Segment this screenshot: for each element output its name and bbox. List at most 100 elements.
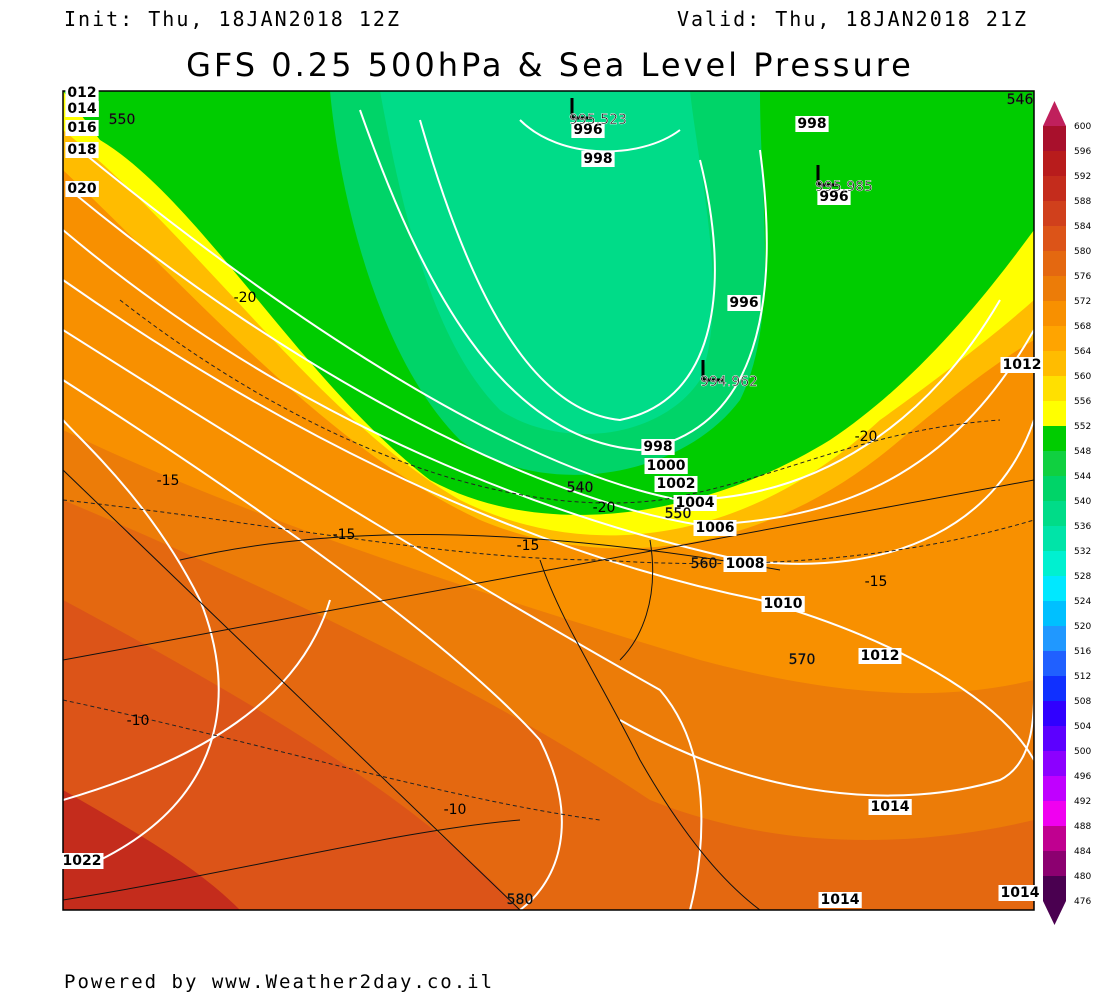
pressure-label: 014 xyxy=(67,101,96,117)
pressure-label: 1010 xyxy=(764,596,803,612)
colorbar-label: 536 xyxy=(1074,522,1091,532)
thickness-label: 560 xyxy=(691,556,718,572)
pressure-label-box xyxy=(761,596,805,612)
pressure-label: 996 xyxy=(729,295,758,311)
colorbar-cell xyxy=(1043,726,1066,751)
colorbar-label: 480 xyxy=(1074,872,1091,882)
pressure-label-box xyxy=(65,120,99,136)
colorbar-label: 500 xyxy=(1074,747,1091,757)
colorbar-label: 540 xyxy=(1074,497,1091,507)
pressure-label-box xyxy=(795,116,829,132)
colorbar-label: 508 xyxy=(1074,697,1091,707)
pressure-label-box xyxy=(65,181,99,197)
pressure-label-box xyxy=(868,799,912,815)
colorbar-label: 504 xyxy=(1074,722,1091,732)
thickness-label: 580 xyxy=(507,892,534,908)
colorbar-label: 520 xyxy=(1074,622,1091,632)
pressure-label-box xyxy=(818,892,862,908)
colorbar-label: 532 xyxy=(1074,547,1091,557)
low-value: 995.523 xyxy=(569,112,627,128)
pressure-label: 1008 xyxy=(726,556,765,572)
colorbar-label: 588 xyxy=(1074,197,1091,207)
colorbar-cell xyxy=(1043,826,1066,851)
pressure-label-box xyxy=(693,520,737,536)
thickness-label: 550 xyxy=(109,112,136,128)
colorbar-cell xyxy=(1043,476,1066,501)
colorbar-cell xyxy=(1043,601,1066,626)
colorbar-label: 528 xyxy=(1074,572,1091,582)
pressure-label: 1006 xyxy=(696,520,735,536)
pressure-label: 012 xyxy=(67,85,96,101)
temperature-label: -10 xyxy=(444,802,467,818)
pressure-label: 1014 xyxy=(1001,885,1040,901)
pressure-label-box xyxy=(65,101,99,117)
colorbar-cell xyxy=(1043,251,1066,276)
pressure-label-box xyxy=(644,458,688,474)
colorbar-label: 576 xyxy=(1074,272,1091,282)
thickness-label: 550 xyxy=(665,506,692,522)
pressure-label: 998 xyxy=(797,116,826,132)
low-pressure: 996 xyxy=(573,122,602,138)
pressure-label: 1012 xyxy=(861,648,900,664)
colorbar-label: 512 xyxy=(1074,672,1091,682)
temperature-label: -20 xyxy=(234,290,257,306)
low-symbol xyxy=(816,165,838,187)
thickness-label: 540 xyxy=(567,480,594,496)
colorbar-cell xyxy=(1043,176,1066,201)
pressure-label-box xyxy=(673,495,717,511)
pressure-label: 1002 xyxy=(657,476,696,492)
colorbar-cell xyxy=(1043,101,1066,126)
colorbar-cell xyxy=(1043,126,1066,151)
colorbar-cell xyxy=(1043,226,1066,251)
init-time: Init: Thu, 18JAN2018 12Z xyxy=(64,7,401,31)
low-value: 995.985 xyxy=(815,179,873,195)
low-pressure-box xyxy=(571,122,605,138)
pressure-label: 998 xyxy=(583,151,612,167)
colorbar-cell xyxy=(1043,376,1066,401)
colorbar-label: 584 xyxy=(1074,222,1091,232)
temperature-label: -15 xyxy=(517,538,540,554)
colorbar: 600 596 592 588 584 580 576 572 568 564 560 556 552 5… xyxy=(1043,101,1091,925)
colorbar-label: 552 xyxy=(1074,422,1091,432)
pressure-label-box xyxy=(654,476,698,492)
temperature-label: -15 xyxy=(333,527,356,543)
footer: Powered by www.Weather2day.co.il xyxy=(64,971,494,993)
colorbar-cell xyxy=(1043,776,1066,801)
pressure-label: 016 xyxy=(67,120,96,136)
temperature-label: -15 xyxy=(157,473,180,489)
colorbar-cell xyxy=(1043,301,1066,326)
low-symbol xyxy=(701,360,723,382)
map-frame xyxy=(62,90,1035,911)
pressure-label: 020 xyxy=(67,181,96,197)
colorbar-cell xyxy=(1043,201,1066,226)
colorbar-cell xyxy=(1043,401,1066,426)
colorbar-label: 568 xyxy=(1074,322,1091,332)
low-pressure-box xyxy=(817,189,851,205)
colorbar-cell xyxy=(1043,451,1066,476)
colorbar-label: 548 xyxy=(1074,447,1091,457)
pressure-label: 1014 xyxy=(821,892,860,908)
colorbar-label: 580 xyxy=(1074,247,1091,257)
low-symbol xyxy=(570,98,592,120)
thickness-label: 570 xyxy=(789,652,816,668)
colorbar-label: 600 xyxy=(1074,122,1091,132)
colorbar-cell xyxy=(1043,851,1066,876)
pressure-label-box xyxy=(60,853,104,869)
colorbar-cell xyxy=(1043,501,1066,526)
colorbar-label: 516 xyxy=(1074,647,1091,657)
colorbar-cell xyxy=(1043,326,1066,351)
pressure-label-box xyxy=(1000,357,1044,373)
valid-time: Valid: Thu, 18JAN2018 21Z xyxy=(677,7,1028,31)
colorbar-label: 596 xyxy=(1074,147,1091,157)
pressure-label-box xyxy=(727,295,761,311)
pressure-label: 1014 xyxy=(871,799,910,815)
pressure-label-box xyxy=(723,556,767,572)
colorbar-cell xyxy=(1043,751,1066,776)
colorbar-label: 556 xyxy=(1074,397,1091,407)
map-labels: 996995.523996995.985994.9629989989969981… xyxy=(60,85,1044,908)
colorbar-cell xyxy=(1043,651,1066,676)
pressure-label: 1022 xyxy=(63,853,102,869)
colorbar-label: 544 xyxy=(1074,472,1091,482)
colorbar-cell xyxy=(1043,801,1066,826)
